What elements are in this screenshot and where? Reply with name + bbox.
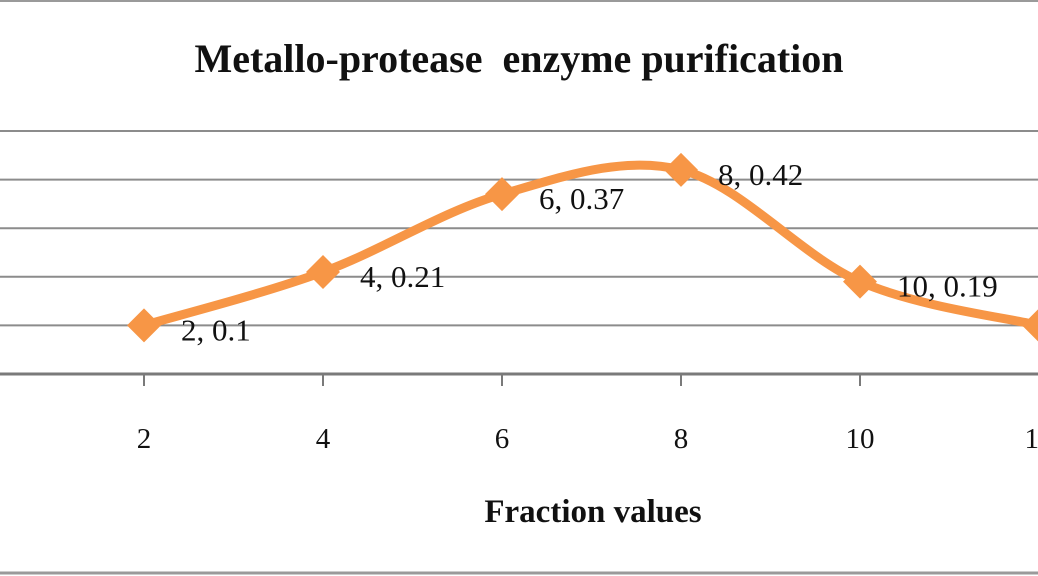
data-label: 4, 0.21: [360, 259, 445, 294]
x-tick-label: 4: [316, 423, 331, 455]
data-point-marker: [1022, 309, 1038, 342]
x-axis: 2 4 6 8 10 12: [0, 372, 1038, 455]
series-line-group: [139, 160, 1038, 330]
data-point-marker: [485, 177, 519, 212]
data-label: 6, 0.37: [539, 181, 624, 216]
chart-title: Metallo-protease enzyme purification: [194, 36, 843, 81]
data-point-marker: [843, 264, 877, 299]
x-tick-label: 12: [1025, 423, 1038, 455]
data-point-marker: [664, 152, 698, 187]
x-axis-title: Fraction values: [484, 494, 701, 530]
series-line: [139, 160, 1038, 330]
markers-group: [127, 152, 1038, 343]
x-tick-label: 2: [137, 423, 152, 455]
x-tick-label: 8: [674, 423, 689, 455]
data-point-marker: [306, 254, 340, 289]
data-label: 2, 0.1: [181, 312, 251, 347]
data-labels-group: 2, 0.1 4, 0.21 6, 0.37 8, 0.42 10, 0.19: [181, 157, 998, 348]
x-tick-label: 6: [495, 423, 510, 455]
data-label: 8, 0.42: [718, 157, 803, 192]
data-label: 10, 0.19: [897, 269, 998, 304]
gridlines: [0, 130, 1038, 327]
data-point-marker: [127, 308, 161, 343]
x-tick-label: 10: [846, 423, 875, 455]
